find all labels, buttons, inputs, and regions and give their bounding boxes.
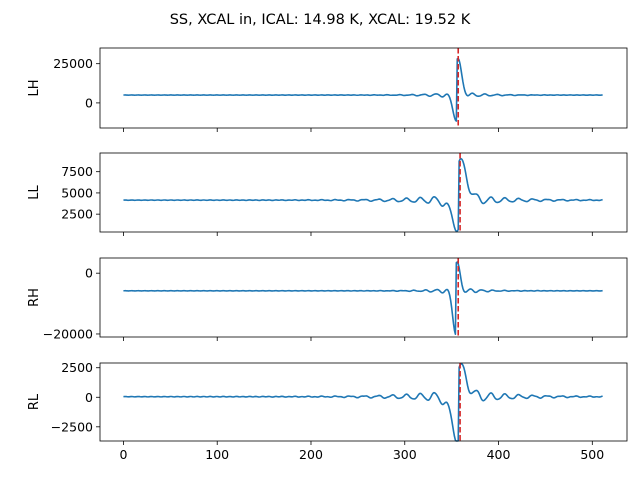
ytick-label-rh-0: −20000 — [43, 326, 93, 341]
ytick-label-rl-1: 0 — [85, 390, 93, 405]
axes-frame-rl — [99, 362, 628, 442]
series-line-lh — [123, 57, 603, 122]
axes-frame-lh — [99, 47, 628, 129]
axes-frame-ll — [99, 152, 628, 233]
series-line-ll — [123, 157, 603, 233]
ylabel-rl: RL — [27, 393, 42, 410]
ytick-label-lh-1: 25000 — [53, 56, 93, 71]
subplot-rl: −2500 0 2500 0 100 200 300 400 500 RL — [27, 360, 628, 462]
ytick-label-ll-0: 2500 — [61, 207, 93, 222]
subplot-rh: −20000 0 RH — [27, 257, 628, 341]
ytick-label-lh-0: 0 — [85, 95, 93, 110]
ylabel-rh: RH — [27, 288, 42, 307]
ytick-label-rl-0: −2500 — [51, 419, 93, 434]
subplots: 025000LH250050007500LL−200000RH−25000250… — [27, 47, 628, 462]
ytick-label-ll-1: 5000 — [61, 185, 93, 200]
subplot-lh: 0 25000 LH — [27, 47, 628, 132]
ytick-label-ll-2: 7500 — [61, 164, 93, 179]
axes-frame-rh — [99, 257, 628, 338]
xtick-label-rl-0: 0 — [119, 447, 127, 462]
series-line-rh — [123, 261, 603, 335]
xtick-label-rl-1: 100 — [205, 447, 229, 462]
xtick-label-rl-2: 200 — [299, 447, 323, 462]
ylabel-ll: LL — [27, 185, 42, 200]
ytick-label-rl-2: 2500 — [61, 360, 93, 375]
series-line-rl — [123, 363, 603, 442]
ylabel-lh: LH — [27, 79, 42, 96]
figure-title: SS, XCAL in, ICAL: 14.98 K, XCAL: 19.52 … — [170, 12, 471, 28]
xtick-label-rl-4: 400 — [487, 447, 511, 462]
ytick-label-rh-1: 0 — [85, 266, 93, 281]
subplot-ll: 2500 5000 7500 LL — [27, 152, 628, 236]
xtick-label-rl-5: 500 — [580, 447, 604, 462]
xtick-label-rl-3: 300 — [393, 447, 417, 462]
